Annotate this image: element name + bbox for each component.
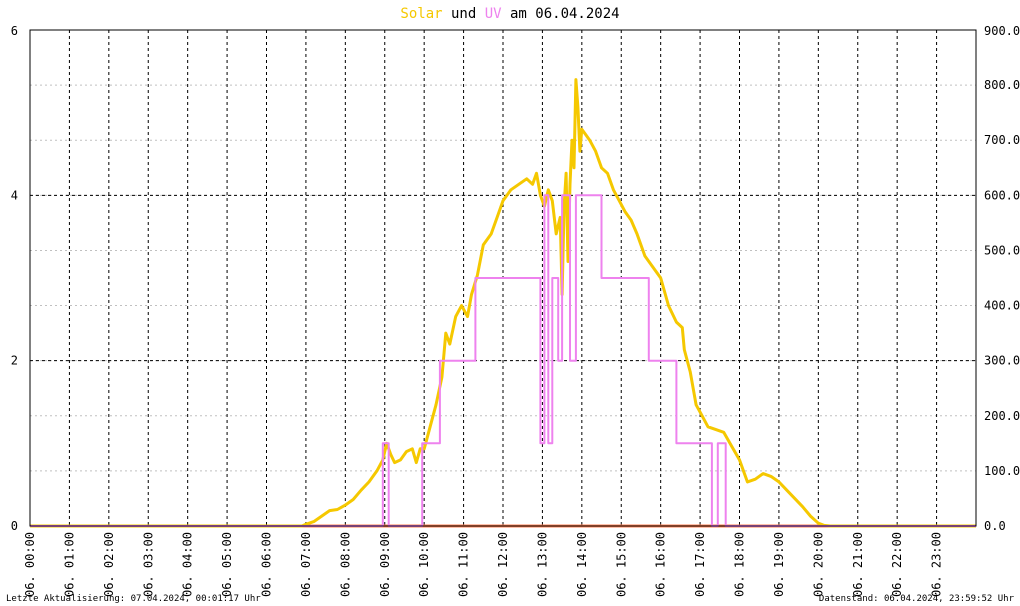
x-axis-tick-label: 06. 19:00	[772, 532, 786, 597]
x-axis-tick-label: 06. 16:00	[654, 532, 668, 597]
x-axis-tick-label: 06. 17:00	[693, 532, 707, 597]
x-axis-tick-label: 06. 14:00	[575, 532, 589, 597]
x-axis-tick-label: 06. 02:00	[102, 532, 116, 597]
title-und: und	[443, 6, 485, 22]
x-axis-tick-label: 06. 10:00	[417, 532, 431, 597]
x-axis-tick-label: 06. 23:00	[930, 532, 944, 597]
right-axis-tick-label: 200.0	[984, 409, 1020, 423]
title-uv: UV	[485, 6, 502, 22]
right-axis-tick-label: 800.0	[984, 78, 1020, 92]
x-axis-tick-label: 06. 11:00	[457, 532, 471, 597]
uv-series-line	[30, 194, 976, 527]
left-axis-tick-label: 0	[11, 519, 18, 533]
x-axis-tick-label: 06. 09:00	[378, 532, 392, 597]
footer-last-update: Letzte Aktualisierung: 07.04.2024, 00:01…	[6, 594, 261, 604]
right-axis-tick-label: 700.0	[984, 133, 1020, 147]
x-axis-tick-label: 06. 06:00	[260, 532, 274, 597]
x-axis-tick-label: 06. 00:00	[23, 532, 37, 597]
x-axis-tick-label: 06. 13:00	[535, 532, 549, 597]
right-axis-tick-label: 900.0	[984, 24, 1020, 38]
title-solar: Solar	[400, 6, 442, 22]
x-axis-tick-label: 06. 20:00	[811, 532, 825, 597]
right-axis-tick-label: 300.0	[984, 354, 1020, 368]
footer-data-status: Datenstand: 06.04.2024, 23:59:52 Uhr	[819, 594, 1015, 604]
right-axis-tick-label: 0.0	[984, 519, 1006, 533]
left-axis-tick-label: 4	[11, 188, 18, 202]
x-axis-tick-label: 06. 01:00	[62, 532, 76, 597]
x-axis-tick-label: 06. 03:00	[141, 532, 155, 597]
x-axis-tick-label: 06. 18:00	[733, 532, 747, 597]
left-axis-tick-label: 6	[11, 24, 18, 38]
right-axis-tick-label: 400.0	[984, 299, 1020, 313]
left-axis-ticks: 0 2 4 6	[11, 24, 18, 533]
right-axis-tick-label: 600.0	[984, 188, 1020, 202]
right-axis-tick-label: 500.0	[984, 243, 1020, 257]
x-axis-tick-label: 06. 04:00	[181, 532, 195, 597]
left-axis-tick-label: 2	[11, 354, 18, 368]
plot-frame	[29, 29, 977, 527]
chart-title: Solar und UV am 06.04.2024	[400, 6, 619, 22]
x-axis-tick-label: 06. 15:00	[614, 532, 628, 597]
right-axis-tick-label: 100.0	[984, 464, 1020, 478]
x-axis-ticks: 06. 00:00 06. 01:00 06. 02:00 06. 03:00 06. …	[23, 532, 944, 597]
x-axis-tick-label: 06. 07:00	[299, 532, 313, 597]
x-axis-tick-label: 06. 12:00	[496, 532, 510, 597]
x-axis-tick-label: 06. 05:00	[220, 532, 234, 597]
x-axis-tick-label: 06. 22:00	[890, 532, 904, 597]
x-axis-tick-label: 06. 21:00	[851, 532, 865, 597]
title-date: am 06.04.2024	[502, 6, 620, 22]
right-axis-ticks: 0.0 100.0 200.0 300.0 400.0 500.0 600.0 700.0 80…	[984, 24, 1020, 533]
x-axis-tick-label: 06. 08:00	[338, 532, 352, 597]
